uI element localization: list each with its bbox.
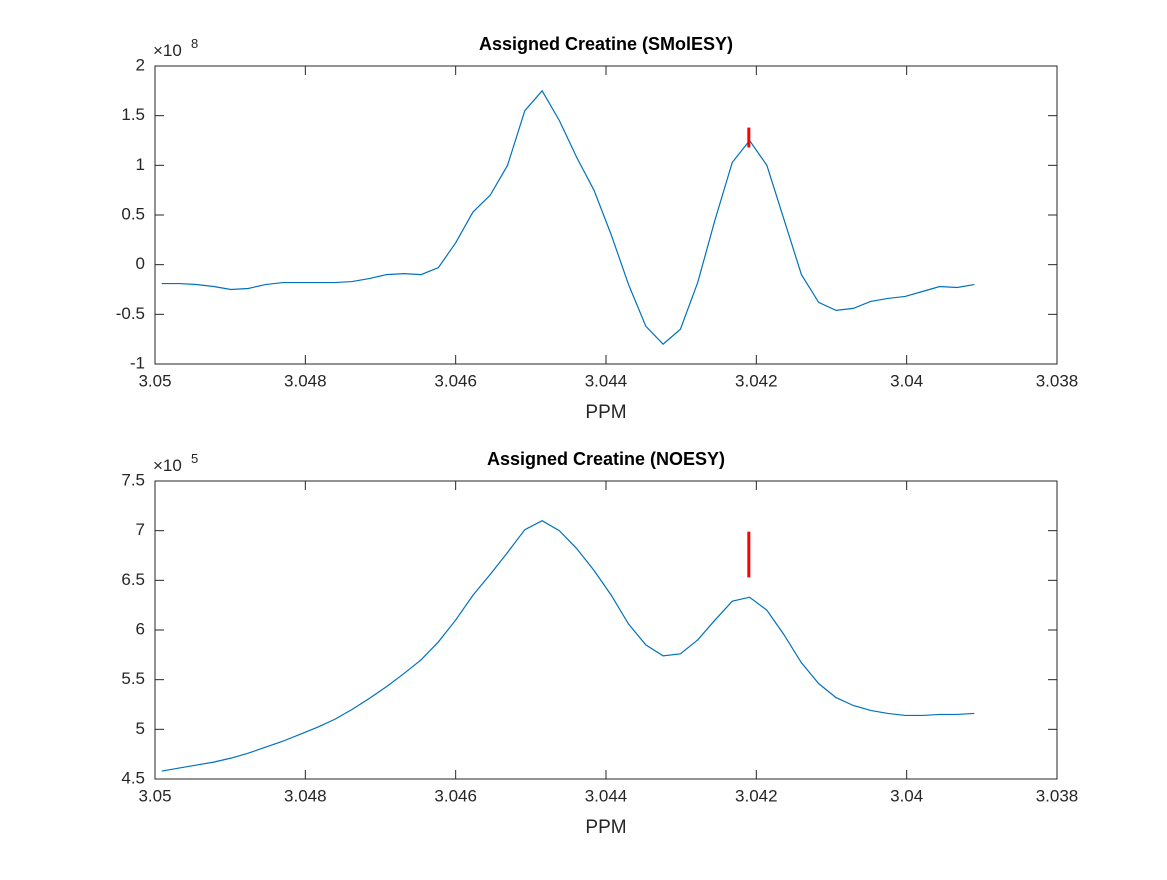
x-tick-label: 3.04 [890, 786, 923, 805]
x-tick-label: 3.046 [434, 786, 477, 805]
x-tick-label: 3.044 [585, 371, 628, 390]
x-tick-label: 3.046 [434, 371, 477, 390]
y-tick-label: 7.5 [121, 470, 145, 489]
data-line [161, 520, 975, 772]
x-tick-label: 3.05 [138, 371, 171, 390]
y-tick-label: 5 [136, 719, 145, 738]
x-tick-label: 3.048 [284, 786, 327, 805]
chart-title: Assigned Creatine (SMolESY) [479, 34, 733, 54]
x-tick-label: 3.038 [1036, 786, 1079, 805]
y-tick-label: 6.5 [121, 570, 145, 589]
x-tick-label: 3.04 [890, 371, 923, 390]
y-multiplier-base: ×10 [153, 456, 182, 475]
y-tick-label: 1 [136, 155, 145, 174]
x-tick-label: 3.042 [735, 371, 778, 390]
y-tick-label: -1 [130, 353, 145, 372]
chart-title: Assigned Creatine (NOESY) [487, 449, 725, 469]
plot-area [155, 66, 1057, 364]
y-tick-label: 0.5 [121, 204, 145, 223]
y-tick-label: 6 [136, 619, 145, 638]
axes-box [154, 480, 1058, 780]
plot-area [155, 481, 1057, 779]
x-axis-label: PPM [585, 817, 626, 838]
y-multiplier-base: ×10 [153, 41, 182, 60]
y-multiplier-exponent: 5 [191, 451, 198, 466]
y-tick-label: 1.5 [121, 105, 145, 124]
y-multiplier-exponent: 8 [191, 36, 198, 51]
subplot: 3.05 3.048 3.046 3.044 3.042 3.04 3.038 -1 -0.5 0… [116, 34, 1079, 423]
y-tick-label: 0 [136, 254, 145, 273]
y-tick-label: 5.5 [121, 669, 145, 688]
x-tick-label: 3.038 [1036, 371, 1079, 390]
axes-box [154, 65, 1058, 365]
x-tick-label: 3.048 [284, 371, 327, 390]
x-tick-label: 3.05 [138, 786, 171, 805]
x-tick-label: 3.042 [735, 786, 778, 805]
x-tick-label: 3.044 [585, 786, 628, 805]
x-axis-label: PPM [585, 402, 626, 423]
y-tick-label: -0.5 [116, 304, 145, 323]
y-tick-label: 7 [136, 520, 145, 539]
y-tick-label: 4.5 [121, 768, 145, 787]
data-line [161, 89, 975, 345]
subplot: 3.05 3.048 3.046 3.044 3.042 3.04 3.038 4.5 5 5.5… [121, 449, 1078, 838]
y-tick-label: 2 [136, 55, 145, 74]
